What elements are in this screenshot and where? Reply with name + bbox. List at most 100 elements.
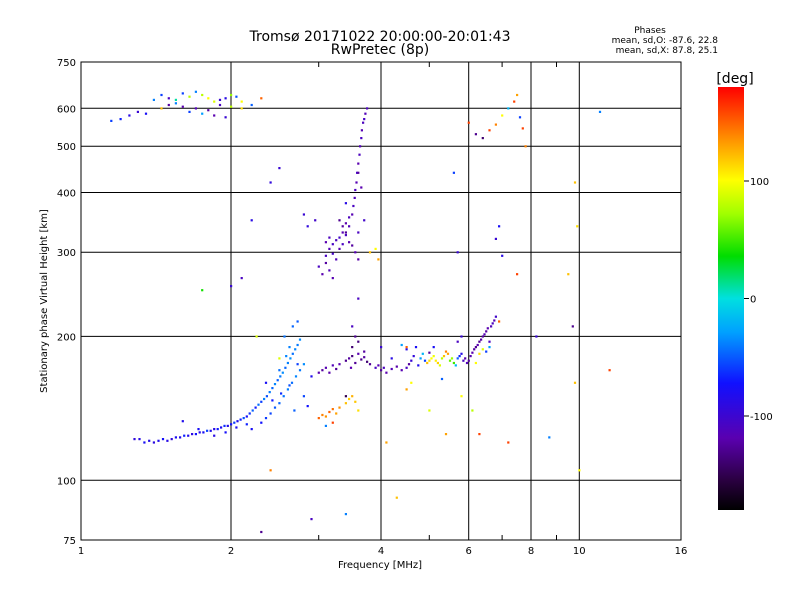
data-point [182,92,184,94]
data-point [485,330,487,332]
colorbar-unit: [deg] [716,71,753,87]
data-point [363,219,365,221]
data-point [348,357,350,359]
data-point [277,379,279,381]
data-point [609,369,611,371]
data-point [283,335,285,337]
data-point [468,122,470,124]
data-point [362,122,364,124]
data-point [225,431,227,433]
data-point [260,422,262,424]
data-point [182,420,184,422]
data-point [357,353,359,355]
data-point [345,202,347,204]
data-point [482,335,484,337]
data-point [201,94,203,96]
colorbar-gradient [718,87,744,510]
data-point [357,231,359,233]
data-point [417,364,419,366]
data-point [345,234,347,236]
data-point [495,316,497,318]
data-point [251,428,253,430]
data-point [535,335,537,337]
data-point [345,395,347,397]
data-point [251,104,253,106]
data-point [266,395,268,397]
data-point [488,346,490,348]
data-point [359,145,361,147]
data-point [471,352,473,354]
data-point [578,469,580,471]
data-point [295,375,297,377]
data-point [270,469,272,471]
data-point [513,101,515,103]
data-point [351,325,353,327]
data-point [352,205,354,207]
y-tick-label: 75 [63,536,76,547]
y-tick-label: 300 [57,248,76,259]
data-point [195,433,197,435]
data-point [355,181,357,183]
data-point [325,367,327,369]
colorbar-ticks: 1000-100 [744,177,773,423]
data-point [160,94,162,96]
x-tick-label: 8 [528,546,534,557]
data-point [385,372,387,374]
data-point [260,531,262,533]
y-tick-labels: 75100200300400500600750 [57,58,76,547]
data-point [357,409,359,411]
data-point [501,114,503,116]
data-point [332,422,334,424]
data-point [413,355,415,357]
x-tick-label: 1 [78,546,84,557]
data-point [207,97,209,99]
data-point [576,225,578,227]
data-point [199,431,201,433]
data-point [354,335,356,337]
x-tick-label: 4 [378,546,384,557]
data-point [318,417,320,419]
data-point [548,436,550,438]
data-point [303,363,305,365]
data-point [366,107,368,109]
data-point [477,344,479,346]
data-point [133,438,135,440]
data-point [332,243,334,245]
data-point [357,163,359,165]
data-point [357,298,359,300]
data-point [449,360,451,362]
data-point [375,367,377,369]
data-point [363,351,365,353]
data-point [401,369,403,371]
data-point [488,341,490,343]
data-point [516,94,518,96]
data-point [188,111,190,113]
data-point [236,420,238,422]
data-point [354,362,356,364]
data-point [293,409,295,411]
data-point [270,412,272,414]
data-point [493,319,495,321]
data-point [385,441,387,443]
data-point [328,269,330,271]
data-point [498,320,500,322]
data-point [495,238,497,240]
data-point [207,109,209,111]
data-point [138,438,140,440]
data-point [453,362,455,364]
data-point [443,355,445,357]
data-point [321,273,323,275]
data-point [358,154,360,156]
data-point [285,355,287,357]
data-point [201,289,203,291]
data-point [460,395,462,397]
data-point [522,127,524,129]
data-point [171,438,173,440]
data-point [396,366,398,368]
data-point [310,375,312,377]
data-point [351,244,353,246]
data-point [457,251,459,253]
data-point [445,351,447,353]
data-point [246,423,248,425]
data-point [350,367,352,369]
